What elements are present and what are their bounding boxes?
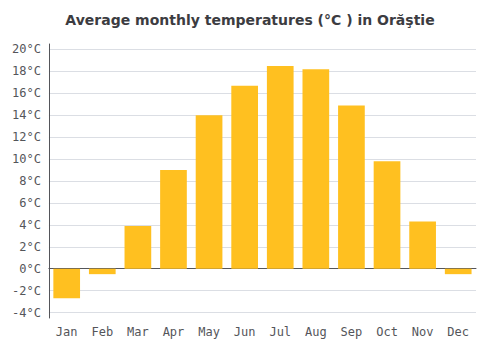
svg-text:0°C: 0°C [19, 262, 41, 276]
svg-text:20°C: 20°C [12, 42, 41, 56]
svg-text:-4°C: -4°C [12, 306, 41, 320]
svg-text:18°C: 18°C [12, 64, 41, 78]
svg-text:Oct: Oct [376, 325, 398, 339]
svg-text:Aug: Aug [305, 325, 327, 339]
svg-text:12°C: 12°C [12, 130, 41, 144]
svg-text:Mar: Mar [127, 325, 149, 339]
svg-text:6°C: 6°C [19, 196, 41, 210]
svg-text:-2°C: -2°C [12, 284, 41, 298]
svg-text:Average monthly temperatures (: Average monthly temperatures (°C ) in Or… [65, 12, 434, 28]
svg-text:Nov: Nov [412, 325, 434, 339]
svg-text:May: May [198, 325, 220, 339]
svg-text:2°C: 2°C [19, 240, 41, 254]
svg-text:16°C: 16°C [12, 86, 41, 100]
svg-text:Feb: Feb [91, 325, 113, 339]
svg-text:Sep: Sep [341, 325, 363, 339]
svg-text:8°C: 8°C [19, 174, 41, 188]
svg-text:14°C: 14°C [12, 108, 41, 122]
svg-text:Dec: Dec [447, 325, 469, 339]
svg-text:Jul: Jul [269, 325, 291, 339]
svg-text:4°C: 4°C [19, 218, 41, 232]
svg-text:Apr: Apr [163, 325, 185, 339]
svg-text:Jan: Jan [56, 325, 78, 339]
svg-text:Jun: Jun [234, 325, 256, 339]
svg-text:10°C: 10°C [12, 152, 41, 166]
